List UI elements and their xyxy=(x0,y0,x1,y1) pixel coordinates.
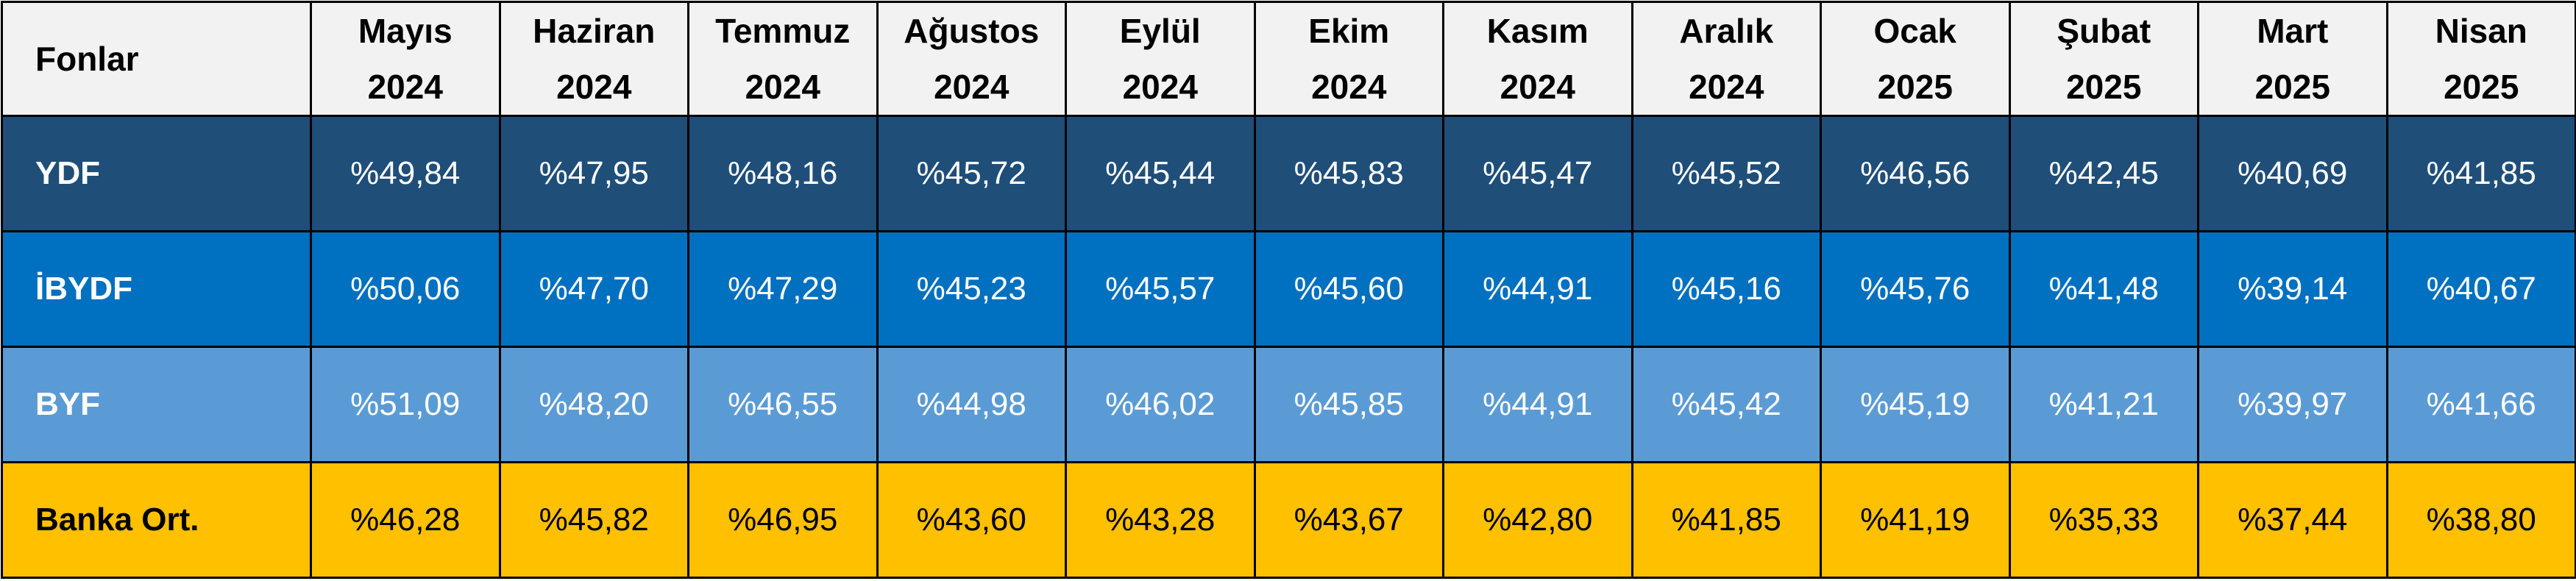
table-cell: %45,60 xyxy=(1253,230,1444,348)
table-row-byf: BYF %51,09 %48,20 %46,55 %44,98 %46,02 %… xyxy=(1,346,2576,463)
month-name: Mart xyxy=(2257,12,2329,50)
table-cell: %46,02 xyxy=(1065,346,1256,463)
month-header-dec-2024: Aralık 2024 xyxy=(1631,1,1822,117)
month-header-feb-2025: Şubat 2025 xyxy=(2008,1,2199,117)
month-name: Şubat xyxy=(2057,12,2151,50)
month-header-apr-2025: Nisan 2025 xyxy=(2385,1,2576,117)
month-year: 2024 xyxy=(1689,68,1764,106)
table-header-row: Fonlar Mayıs 2024 Haziran 2024 Temmuz 2024 … xyxy=(1,1,2576,117)
table-cell: %43,60 xyxy=(876,461,1067,579)
month-header-oct-2024: Ekim 2024 xyxy=(1253,1,1444,117)
table-cell: %45,52 xyxy=(1631,115,1822,232)
month-name: Nisan xyxy=(2435,12,2527,50)
month-name: Ekim xyxy=(1308,12,1390,50)
row-label: YDF xyxy=(1,115,312,232)
month-name: Eylül xyxy=(1119,12,1201,50)
table-cell: %37,44 xyxy=(2197,461,2388,579)
table-cell: %51,09 xyxy=(310,346,501,463)
table-cell: %45,16 xyxy=(1631,230,1822,348)
table-cell: %47,29 xyxy=(687,230,879,348)
table-cell: %41,85 xyxy=(1631,461,1822,579)
table-cell: %42,80 xyxy=(1442,461,1633,579)
table-cell: %38,80 xyxy=(2385,461,2576,579)
table-cell: %47,95 xyxy=(498,115,689,232)
month-name: Kasım xyxy=(1486,12,1589,50)
table-cell: %46,95 xyxy=(687,461,879,579)
table-cell: %41,66 xyxy=(2385,346,2576,463)
table-cell: %40,67 xyxy=(2385,230,2576,348)
table-cell: %45,23 xyxy=(876,230,1067,348)
table-cell: %44,98 xyxy=(876,346,1067,463)
table-cell: %41,21 xyxy=(2008,346,2199,463)
month-name: Ocak xyxy=(1873,12,1957,50)
row-label: Banka Ort. xyxy=(1,461,312,579)
month-header-sep-2024: Eylül 2024 xyxy=(1065,1,1256,117)
table-cell: %45,44 xyxy=(1065,115,1256,232)
month-year: 2024 xyxy=(745,68,820,106)
table-cell: %48,16 xyxy=(687,115,879,232)
table-cell: %45,47 xyxy=(1442,115,1633,232)
month-name: Temmuz xyxy=(715,12,851,50)
month-year: 2024 xyxy=(1122,68,1198,106)
month-year: 2024 xyxy=(367,68,443,106)
table-row-ydf: YDF %49,84 %47,95 %48,16 %45,72 %45,44 %… xyxy=(1,115,2576,232)
month-year: 2024 xyxy=(1311,68,1387,106)
table-cell: %39,97 xyxy=(2197,346,2388,463)
table-cell: %45,76 xyxy=(1820,230,2011,348)
table-cell: %49,84 xyxy=(310,115,501,232)
month-year: 2024 xyxy=(1500,68,1575,106)
table-cell: %43,28 xyxy=(1065,461,1256,579)
fund-column-header: Fonlar xyxy=(1,1,312,117)
table-cell: %45,57 xyxy=(1065,230,1256,348)
table-cell: %45,19 xyxy=(1820,346,2011,463)
month-year: 2024 xyxy=(556,68,632,106)
table-cell: %50,06 xyxy=(310,230,501,348)
table-cell: %47,70 xyxy=(498,230,689,348)
month-name: Mayıs xyxy=(358,12,453,50)
table-cell: %43,67 xyxy=(1253,461,1444,579)
month-header-may-2024: Mayıs 2024 xyxy=(310,1,501,117)
month-header-nov-2024: Kasım 2024 xyxy=(1442,1,1633,117)
month-header-mar-2025: Mart 2025 xyxy=(2197,1,2388,117)
month-header-jul-2024: Temmuz 2024 xyxy=(687,1,879,117)
month-year: 2025 xyxy=(2066,68,2142,106)
table-cell: %45,82 xyxy=(498,461,689,579)
month-year: 2025 xyxy=(2444,68,2519,106)
table-cell: %41,48 xyxy=(2008,230,2199,348)
table-cell: %46,28 xyxy=(310,461,501,579)
table-row-banka-ort: Banka Ort. %46,28 %45,82 %46,95 %43,60 %… xyxy=(1,461,2576,579)
month-header-jan-2025: Ocak 2025 xyxy=(1820,1,2011,117)
table-cell: %48,20 xyxy=(498,346,689,463)
table-cell: %41,85 xyxy=(2385,115,2576,232)
table-cell: %45,83 xyxy=(1253,115,1444,232)
month-header-aug-2024: Ağustos 2024 xyxy=(876,1,1067,117)
table-cell: %46,56 xyxy=(1820,115,2011,232)
table-cell: %45,42 xyxy=(1631,346,1822,463)
table-cell: %35,33 xyxy=(2008,461,2199,579)
table-cell: %42,45 xyxy=(2008,115,2199,232)
month-name: Aralık xyxy=(1679,12,1774,50)
table-cell: %45,85 xyxy=(1253,346,1444,463)
month-year: 2025 xyxy=(2254,68,2330,106)
month-year: 2025 xyxy=(1877,68,1953,106)
table-cell: %39,14 xyxy=(2197,230,2388,348)
month-year: 2024 xyxy=(934,68,1010,106)
row-label: BYF xyxy=(1,346,312,463)
table-cell: %41,19 xyxy=(1820,461,2011,579)
month-name: Ağustos xyxy=(904,12,1040,50)
table-cell: %45,72 xyxy=(876,115,1067,232)
table-row-ibydf: İBYDF %50,06 %47,70 %47,29 %45,23 %45,57… xyxy=(1,230,2576,348)
table-cell: %44,91 xyxy=(1442,346,1633,463)
table-cell: %46,55 xyxy=(687,346,879,463)
month-header-jun-2024: Haziran 2024 xyxy=(498,1,689,117)
table-cell: %44,91 xyxy=(1442,230,1633,348)
row-label: İBYDF xyxy=(1,230,312,348)
table-cell: %40,69 xyxy=(2197,115,2388,232)
month-name: Haziran xyxy=(533,12,656,50)
